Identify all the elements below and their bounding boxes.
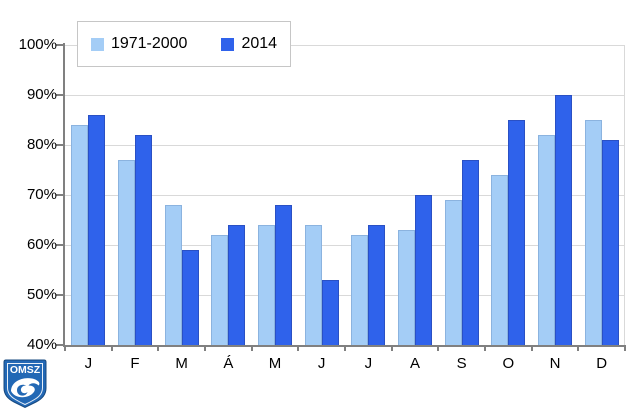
legend-label-2014: 2014 [241,35,278,52]
legend-item-2014: 2014 [221,35,277,53]
logo-text: OMSZ [10,364,41,376]
x-axis-label: S [456,355,467,372]
bar-4-2014 [228,225,246,345]
x-tick-mark [344,347,346,351]
x-tick-mark [64,347,66,351]
bar-2-1971-2000 [118,160,135,345]
logo-wave-swirl [17,384,28,396]
legend-swatch-1971-2000 [90,37,104,51]
x-tick-mark [390,347,393,351]
x-axis-label: D [596,355,608,372]
bar-5-2014 [275,205,292,345]
y-axis-line [63,43,65,347]
y-axis-label: 70% [26,186,57,203]
x-tick-mark [624,347,626,351]
x-axis-label: M [268,355,282,372]
x-tick-mark [297,347,300,351]
bar-6-1971-2000 [304,225,322,345]
y-axis-label: 60% [26,236,57,253]
gridline [65,45,625,46]
bar-4-1971-2000 [211,235,229,345]
y-axis-label: 40% [26,336,57,353]
x-tick-mark [157,347,160,351]
y-axis-label: 80% [26,136,57,153]
legend-item-1971-2000: 1971-2000 [90,35,188,53]
legend-swatch-2014 [221,37,235,51]
logo-inner-border [7,363,43,406]
gridline [65,295,625,296]
x-tick-mark [250,347,253,351]
x-tick-mark [437,347,440,351]
legend: 1971-2000 2014 [77,21,291,67]
bar-7-1971-2000 [351,235,369,345]
bar-9-2014 [461,160,479,345]
x-axis-label: A [409,355,420,372]
x-axis-label: J [364,355,373,372]
gridline [65,245,625,246]
bar-3-2014 [181,250,199,345]
gridline [65,195,625,196]
x-axis-label: J [84,355,93,372]
bar-11-2014 [555,95,572,345]
bar-3-1971-2000 [164,205,182,345]
bar-12-1971-2000 [584,120,602,345]
y-axis-label: 100% [18,36,57,53]
bar-8-2014 [415,195,432,345]
x-axis-line [63,345,626,347]
y-tick-mark [56,294,63,296]
y-tick-mark [56,94,63,96]
x-tick-mark [530,347,533,351]
bar-5-1971-2000 [258,225,275,345]
bar-11-1971-2000 [538,135,555,345]
bar-7-2014 [368,225,386,345]
y-tick-mark [56,44,63,46]
y-axis-label: 50% [26,286,57,303]
x-tick-mark [204,347,206,351]
x-axis-label: N [549,355,561,372]
x-axis-label: Á [223,355,234,372]
x-tick-mark [577,347,580,351]
x-axis-label: O [502,355,515,372]
x-axis-label: M [175,355,188,372]
x-tick-mark [110,347,113,351]
plot-area [56,43,626,351]
y-tick-mark [56,244,63,246]
x-axis-label: F [130,355,140,372]
bar-6-2014 [321,280,339,345]
bar-12-2014 [601,140,619,345]
bar-2-2014 [135,135,152,345]
legend-label-1971-2000: 1971-2000 [110,35,188,52]
gridline [65,95,625,96]
bar-10-1971-2000 [491,175,509,345]
y-tick-mark [56,194,63,196]
x-tick-mark [484,347,486,351]
bar-9-1971-2000 [444,200,462,345]
y-tick-mark [56,344,63,346]
y-axis-label: 90% [26,86,57,103]
bar-10-2014 [508,120,526,345]
plot-right-border [624,45,625,345]
x-axis-label: J [317,355,326,372]
omsz-logo: OMSZ [3,359,47,409]
bar-1-2014 [88,115,106,345]
bar-1-1971-2000 [71,125,89,345]
gridline [65,145,625,146]
y-tick-mark [56,144,63,146]
bar-8-1971-2000 [398,230,415,345]
